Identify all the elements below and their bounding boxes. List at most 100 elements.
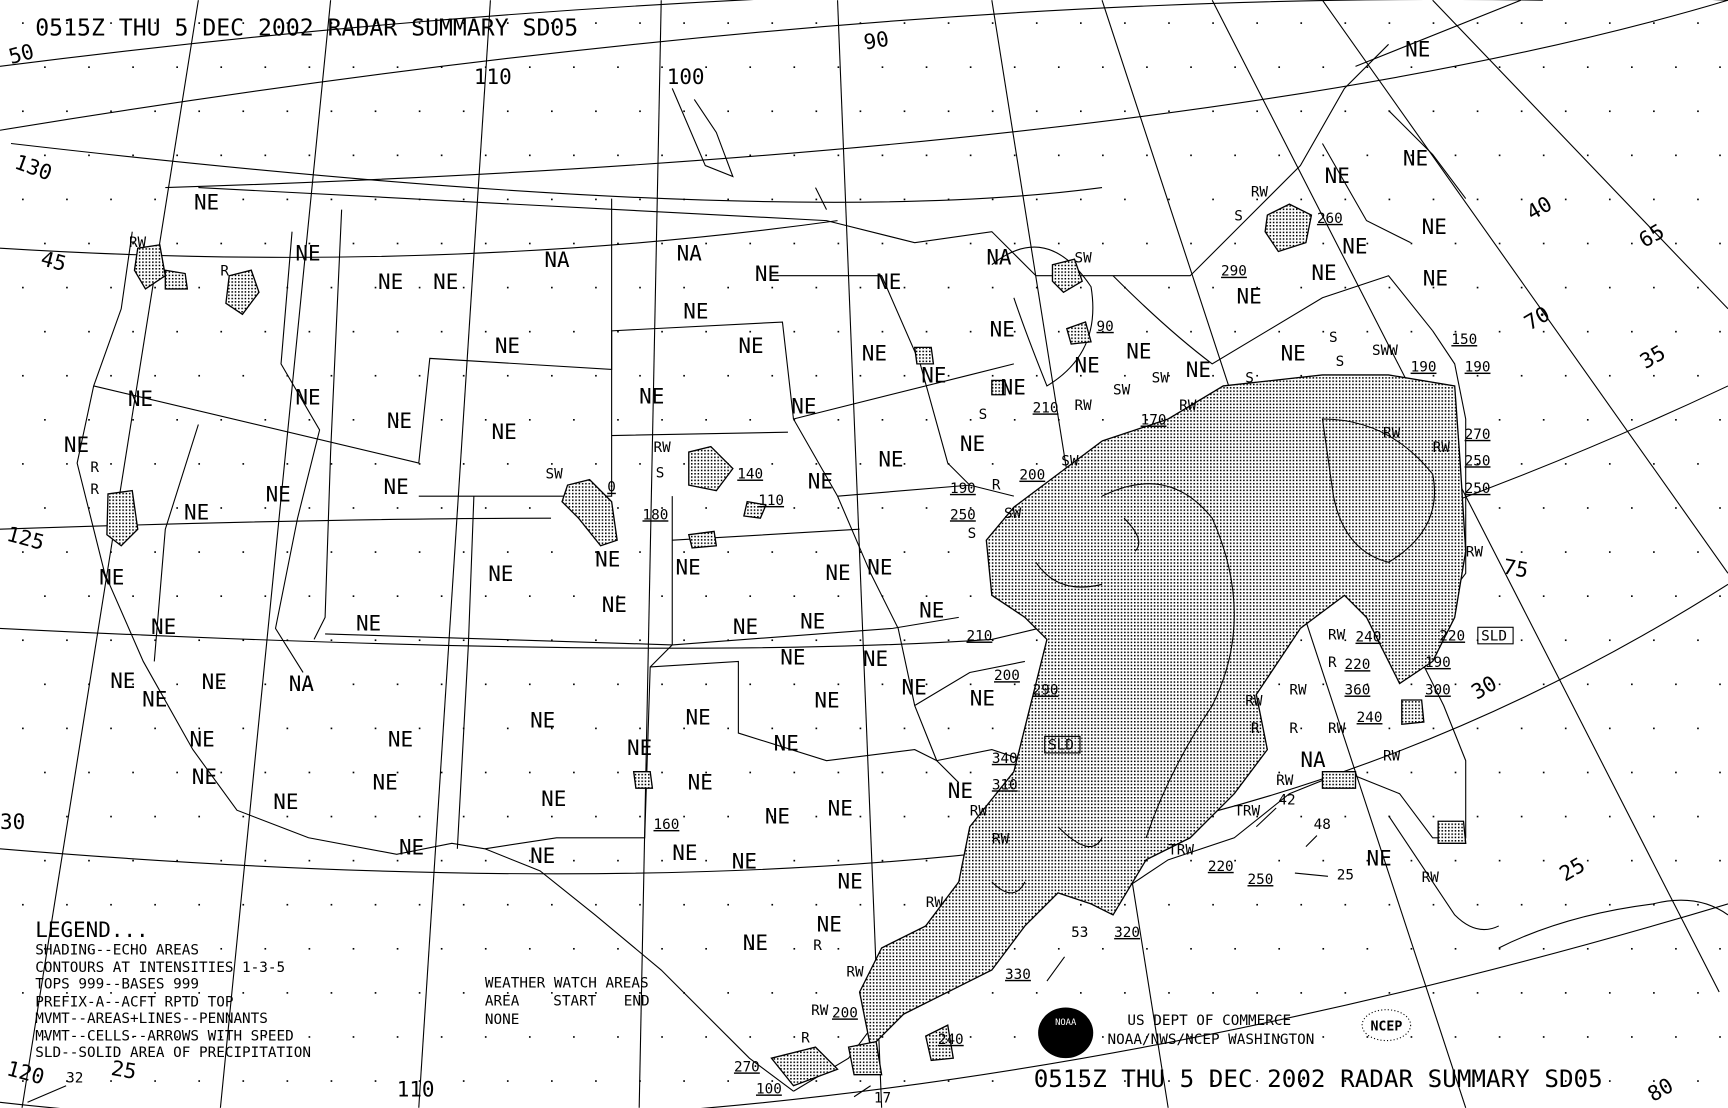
grid-dot [661,507,663,509]
grid-dot [264,154,267,157]
grid-dot [198,992,201,994]
grid-dot [859,815,862,818]
grid-dot [595,198,597,201]
grid-dot [1520,198,1523,201]
grid-dot [264,242,267,245]
grid-dot [859,22,862,24]
graticule-label: 30 [1467,671,1501,704]
grid-dot [308,859,311,862]
grid-dot [352,595,355,597]
grid-dot [330,727,333,730]
grid-dot [352,683,355,686]
grid-dot [771,815,774,818]
grid-dot [374,110,377,113]
precip-type-label: RW [654,440,672,456]
grid-dot [396,507,399,509]
grid-dot [154,286,156,289]
watch-areas-title: WEATHER WATCH AREAS [485,976,649,992]
grid-dot [749,66,752,68]
grid-dot [1124,110,1126,113]
precip-type-label: RW [129,235,147,251]
grid-dot [1322,1036,1325,1038]
grid-dot [1498,507,1501,509]
grid-dot [1278,1036,1281,1038]
grid-dot [352,771,355,774]
region-label: NE [732,850,757,874]
grid-dot [683,727,685,730]
grid-dot [859,286,862,289]
legend-line: MVMT--CELLS--ARROWS WITH SPEED [35,1029,294,1045]
region-label: NE [399,835,424,859]
movement-arrows [27,807,1329,1103]
grid-dot [1388,22,1391,24]
grid-dot [506,463,509,465]
grid-dot [1256,374,1258,377]
grid-dot [286,198,289,201]
echo-top-label: 190 [1425,655,1451,671]
grid-dot [859,903,862,906]
grid-dot [1608,286,1611,289]
grid-dot [947,551,950,553]
region-label: NE [1405,37,1430,61]
grid-dot [1586,66,1589,68]
echo-top-label: 140 [737,467,763,483]
grid-dot [1631,859,1633,862]
grid-dot [1322,330,1325,333]
grid-dot [815,815,818,818]
precip-type-label: SW [1004,506,1022,522]
grid-dot [793,683,796,686]
grid-dot [1719,419,1721,421]
grid-dot [639,903,641,906]
grid-dot [1300,815,1303,818]
grid-dot [1366,771,1369,774]
grid-dot [462,551,465,553]
grid-dot [1234,242,1236,245]
grid-dot [1278,859,1281,862]
grid-dot [1344,286,1347,289]
grid-dot [1035,463,1038,465]
region-label: NE [142,688,167,712]
grid-dot [1586,947,1589,950]
grid-dot [1675,154,1677,157]
grid-dot [991,22,994,24]
grid-dot [771,110,774,113]
grid-dot [661,859,663,862]
grid-dot [1300,286,1303,289]
grid-dot [1168,198,1170,201]
region-label: NE [192,765,217,789]
grid-dot [1080,198,1082,201]
grid-dot [815,22,818,24]
region-label: NE [808,469,833,493]
grid-dot [528,947,531,950]
grid-dot [1432,374,1435,377]
grid-dot [1542,66,1545,68]
grid-dot [551,727,553,730]
grid-dot [1631,242,1633,245]
grid-dot [1366,1036,1369,1038]
grid-dot [22,1080,24,1082]
grid-dot [1675,771,1677,774]
grid-dot [66,992,68,994]
region-label: NE [595,548,620,572]
grid-dot [705,947,707,950]
grid-dot [1234,1036,1236,1038]
grid-dot [595,992,597,994]
precip-type-label: RW [1383,749,1401,765]
grid-dot [991,374,994,377]
grid-dot [1697,286,1699,289]
precip-type-label: RW [1383,426,1401,442]
grid-dot [749,419,752,421]
grid-dot [1542,154,1545,157]
grid-dot [837,242,840,245]
grid-dot [440,859,443,862]
grid-dot [396,330,399,333]
region-label: NE [190,727,215,751]
region-label: NA [677,241,703,265]
grid-dot [198,551,201,553]
grid-dot [1520,374,1523,377]
grid-dot [1520,463,1523,465]
grid-dot [220,683,223,686]
grid-dot [881,330,884,333]
grid-dot [793,947,796,950]
grid-dot [683,198,685,201]
